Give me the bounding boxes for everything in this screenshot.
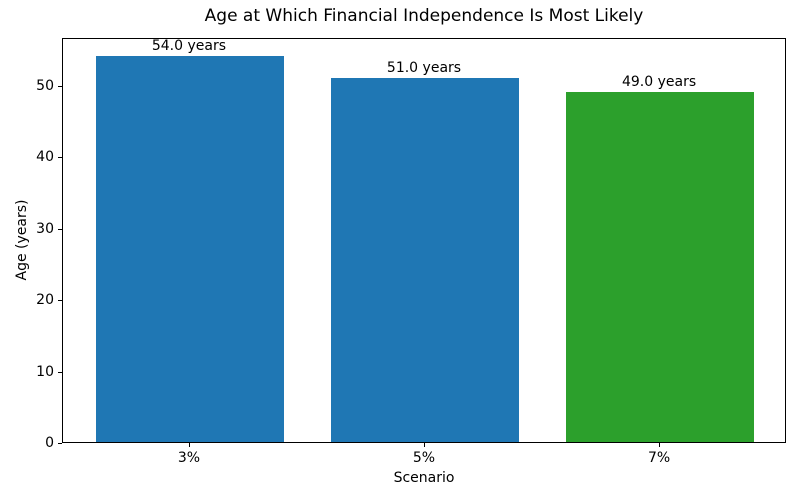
plot-area <box>62 38 786 443</box>
bar-value-label: 51.0 years <box>386 59 462 76</box>
y-tick-mark <box>58 371 62 373</box>
x-tick-label: 5% <box>412 450 436 466</box>
x-tick-mark <box>659 443 661 447</box>
y-axis-label: Age (years) <box>14 199 30 281</box>
y-tick-label: 30 <box>36 220 54 237</box>
bar <box>330 77 520 442</box>
x-tick-mark <box>424 443 425 447</box>
y-tick-label: 40 <box>36 149 54 166</box>
chart-title: Age at Which Financial Independence Is M… <box>204 6 644 26</box>
y-tick-label: 10 <box>36 363 54 380</box>
x-axis-label: Scenario <box>393 470 455 486</box>
y-tick-mark <box>58 157 62 159</box>
y-tick-label: 0 <box>45 435 54 451</box>
bar-value-label: 54.0 years <box>151 38 226 55</box>
x-tick-mark <box>188 443 190 447</box>
y-tick-mark <box>58 443 62 444</box>
x-tick-label: 3% <box>177 450 201 466</box>
bar-value-label: 49.0 years <box>621 74 697 90</box>
y-tick-mark <box>58 85 62 87</box>
x-tick-label: 7% <box>647 450 671 466</box>
y-tick-label: 20 <box>36 292 54 309</box>
bar <box>95 56 284 442</box>
y-tick-label: 50 <box>36 77 54 94</box>
bar <box>566 92 755 442</box>
y-tick-mark <box>58 228 62 230</box>
y-tick-mark <box>58 300 62 302</box>
